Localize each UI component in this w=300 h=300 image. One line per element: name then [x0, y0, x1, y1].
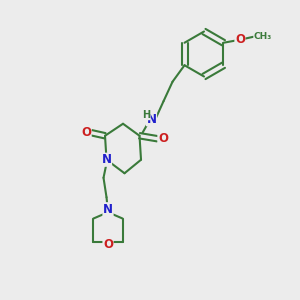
Text: H: H: [142, 110, 150, 120]
Text: N: N: [146, 113, 157, 126]
Text: N: N: [103, 203, 113, 216]
Text: O: O: [103, 238, 113, 251]
Text: O: O: [235, 33, 245, 46]
Text: N: N: [101, 153, 112, 166]
Text: O: O: [81, 126, 91, 139]
Text: O: O: [158, 132, 168, 145]
Text: CH₃: CH₃: [254, 32, 272, 41]
